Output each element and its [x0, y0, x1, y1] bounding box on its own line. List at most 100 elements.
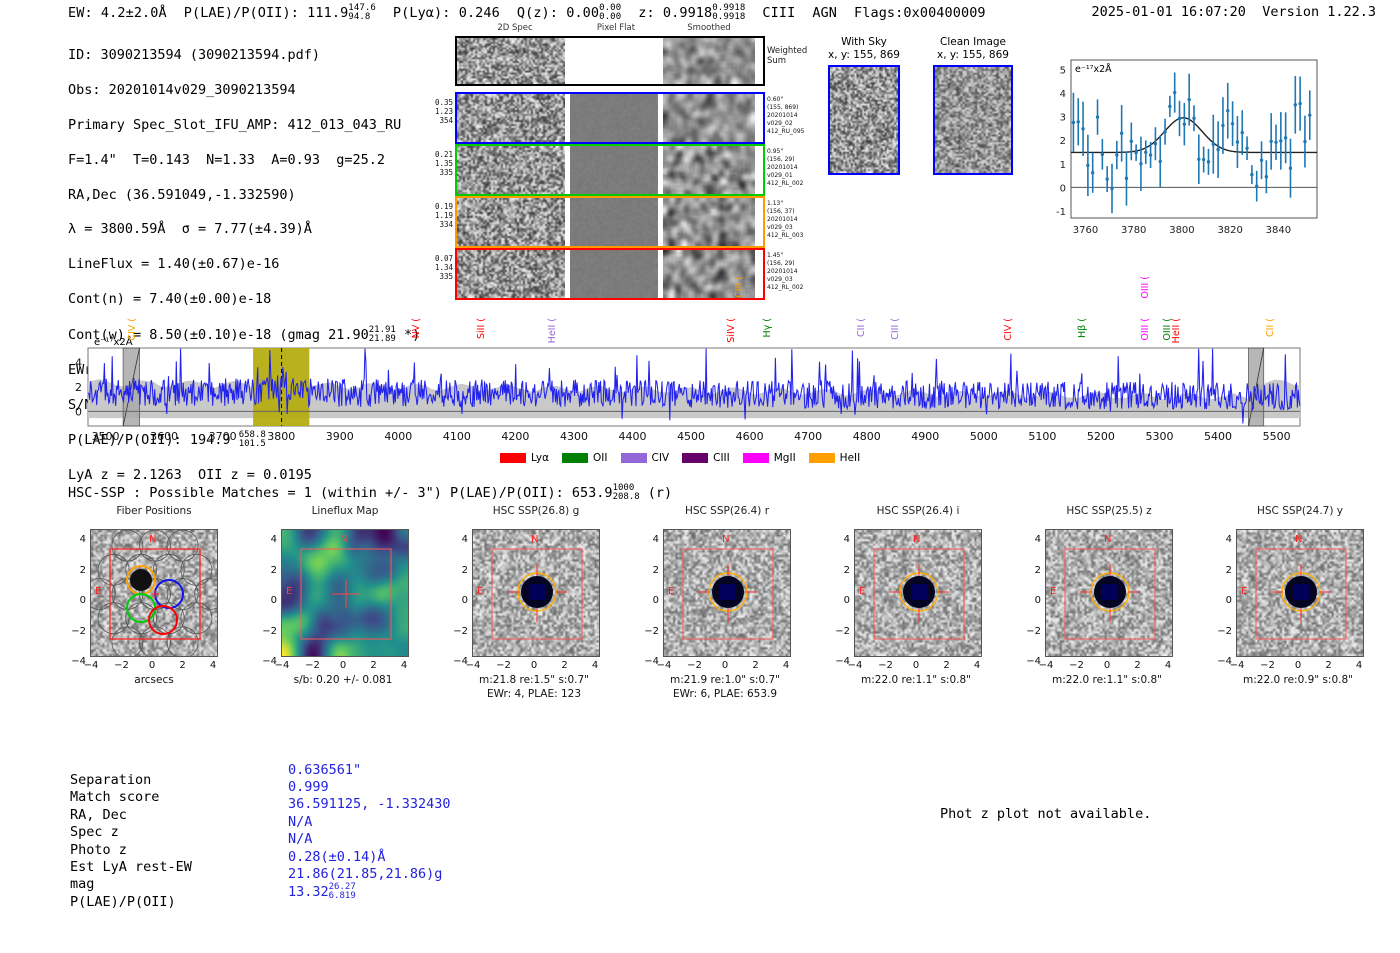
emission-line-label: OIII (	[1162, 318, 1174, 341]
match-table-value: 13.32 26.27 6.819	[288, 882, 356, 902]
cutout-xtick: 4	[400, 660, 408, 671]
cutout-title: HSC SSP(26.4) i	[876, 505, 960, 517]
legend-item: CIII	[682, 452, 730, 464]
match-table-label: Match score	[70, 789, 160, 806]
header-plae-poii: P(LAE)/P(OII): 111.9 147.6 94.8	[183, 3, 376, 22]
cutout-overlay	[855, 530, 981, 656]
cutout-title: Fiber Positions	[116, 505, 192, 517]
cutout-xtick: 0	[148, 660, 156, 671]
legend-swatch	[682, 453, 709, 463]
info-line-obs: Obs: 20201014v029_3090213594	[68, 82, 296, 99]
spec2d-gap	[658, 94, 663, 142]
cutout-xtick: 0	[1103, 660, 1111, 671]
cutout-overlay	[91, 530, 217, 656]
compass-n-icon: N	[340, 534, 348, 545]
emission-line-label: HeII (	[547, 318, 559, 344]
cutout-xtick: −2	[1069, 660, 1084, 671]
cutout-ytick: 2	[843, 564, 850, 576]
cutout-xtick: 0	[339, 660, 347, 671]
weighted-sum-label: Weighted Sum	[767, 46, 808, 66]
spec2d-gap	[565, 38, 570, 84]
cutout-ytick: −2	[453, 625, 468, 637]
spec2d-gap	[658, 198, 663, 246]
cutout-xtick: 0	[1294, 660, 1302, 671]
cutout-ytick: −2	[835, 625, 850, 637]
spectrum-xtick: 5300	[1145, 430, 1174, 443]
match-table-label: RA, Dec	[70, 806, 127, 823]
cutout-title: HSC SSP(26.4) r	[684, 505, 770, 517]
spec2d-row: Weighted Sum	[455, 36, 807, 86]
cutout-ytick: 4	[1034, 534, 1041, 545]
svg-text:4: 4	[1060, 89, 1066, 100]
emission-line-label: CIII (	[889, 318, 901, 340]
cutout-ytick: 2	[461, 564, 468, 576]
header-summary-line: EW: 4.2±2.0Å P(LAE)/P(OII): 111.9 147.6 94.…	[68, 4, 986, 22]
cutout-ytick: 0	[1225, 595, 1232, 606]
cutout-ytick: 4	[79, 534, 86, 545]
spec2d-row: 0.21 1.35 335 0.95" (156, 29) 20201014 v029_01…	[435, 144, 803, 196]
cutout-title: HSC SSP(26.8) g	[492, 505, 580, 517]
match-table-label: Spec z	[70, 824, 119, 841]
spec2d-gap	[565, 146, 570, 194]
spectrum-xtick: 4500	[677, 430, 706, 443]
cutout-caption-secondary: EWr: 6, PLAE: 653.9	[672, 688, 778, 700]
legend-label: CIV	[651, 452, 670, 464]
emission-line-label: CIV (	[1003, 318, 1015, 341]
emission-line-label: SiII (	[476, 318, 488, 339]
match-table-label: Photo z	[70, 841, 127, 858]
spec2d-row: 0.35 1.23 354 0.60" (155, 869) 20201014 v029_0…	[435, 92, 804, 144]
spec2d-cell-flat	[570, 94, 658, 142]
cutout-xtick: −2	[1260, 660, 1275, 671]
cutout-caption-secondary: EWr: 4, PLAE: 123	[486, 688, 582, 700]
svg-text:3760: 3760	[1073, 225, 1098, 236]
spec2d-left-stats: 0.07 1.34 335	[434, 254, 453, 281]
spec2d-cell-raw	[457, 94, 565, 142]
emission-line-label: OIII (	[1140, 318, 1152, 341]
cutout-xtick: −4	[656, 660, 672, 671]
compass-n-icon: N	[149, 534, 157, 545]
cutout-xtick: 2	[561, 660, 568, 671]
info-line-snr: S/N = 3.0(±1.4) χ² = 0.6(±0.0)	[68, 396, 329, 413]
spec2d-cell-raw	[457, 198, 565, 246]
legend-swatch	[808, 453, 835, 463]
cutout-ytick: 0	[461, 595, 468, 606]
header-ew: EW: 4.2±2.0Å	[68, 5, 167, 21]
match-table-value: 36.591125, -1.332430	[288, 796, 451, 813]
cutout-ytick: 4	[270, 534, 277, 545]
legend-swatch	[500, 453, 526, 463]
svg-text:1: 1	[1060, 160, 1066, 171]
spec2d-cell-flat	[570, 198, 658, 246]
emission-line-label: SiIV (	[725, 318, 737, 343]
svg-text:3: 3	[1060, 113, 1066, 124]
info-line-contw: Cont(w) = 8.50(±0.10)e-18 (gmag 21.90 21.…	[68, 324, 421, 344]
cutout-xtick: −2	[114, 660, 129, 671]
legend-label: OII	[593, 452, 608, 464]
spectrum-legend: Lyα OII CIV CIII MgII HeII	[500, 452, 860, 464]
match-table-value: 21.86(21.85,21.86)g	[288, 865, 443, 882]
cutout-xtick: 4	[973, 660, 981, 671]
cutout-xtick: −4	[1229, 660, 1245, 671]
cutout-xtick: 2	[752, 660, 759, 671]
header-flags: Flags:0x00400009	[854, 5, 986, 21]
version: Version 1.22.3	[1262, 4, 1376, 20]
cutout-ytick: −4	[262, 656, 277, 667]
spec2d-col-title-2dspec: 2D Spec	[497, 23, 533, 33]
cutout-xtick: 0	[721, 660, 729, 671]
spec2d-left-stats: 0.35 1.23 354	[434, 98, 453, 125]
spec2d-col-title-pixelflat: Pixel Flat	[596, 23, 636, 33]
hsc-summary-line: HSC-SSP : Possible Matches = 1 (within +…	[68, 483, 673, 502]
svg-text:-1: -1	[1056, 207, 1066, 218]
match-table-value: 0.28(±0.14)Å	[288, 848, 386, 865]
match-table-value: 0.999	[288, 778, 329, 795]
cutout-ytick: 0	[843, 595, 850, 606]
spec2d-cell-smoothed	[663, 146, 755, 194]
spectrum-xtick: 4600	[735, 430, 764, 443]
legend-item: OII	[562, 452, 608, 464]
spec2d-right-meta: 0.60" (155, 869) 20201014 v029_02 412_RU_095	[767, 96, 805, 135]
spec2d-gap	[565, 250, 570, 298]
cutout-xlabel: arcsecs	[134, 674, 174, 686]
info-line-redshifts: LyA z = 2.1263 OII z = 0.0195	[68, 467, 312, 484]
svg-text:e⁻¹⁷x2Å: e⁻¹⁷x2Å	[1075, 63, 1112, 75]
